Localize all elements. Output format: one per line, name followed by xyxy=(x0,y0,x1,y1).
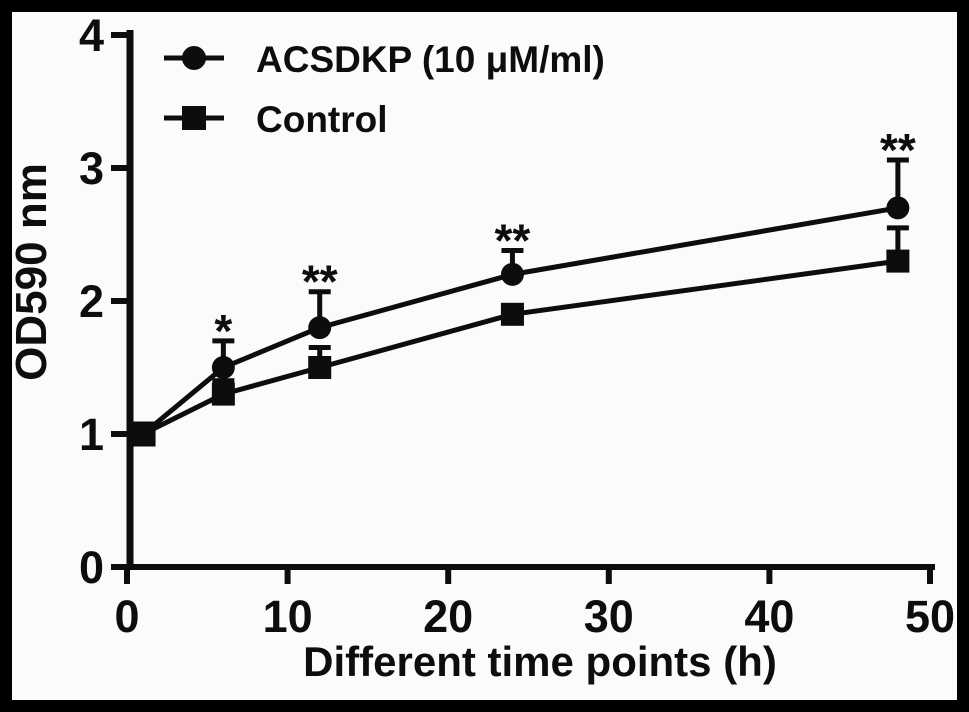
x-axis-title: Different time points (h) xyxy=(303,638,777,685)
y-axis-title: OD590 nm xyxy=(7,163,56,381)
legend-label-acsdkp: ACSDKP (10 μM/ml) xyxy=(256,39,605,80)
legend-label-control: Control xyxy=(256,99,388,140)
significance-marker: * xyxy=(214,305,232,357)
y-tick-label: 3 xyxy=(79,143,104,194)
legend: ACSDKP (10 μM/ml) Control xyxy=(164,39,605,140)
data-point-square xyxy=(500,302,524,326)
x-tick-label: 40 xyxy=(744,591,794,642)
x-tick-label: 10 xyxy=(263,591,313,642)
significance-marker: ** xyxy=(880,124,916,176)
y-tick-label: 4 xyxy=(79,10,104,61)
data-point-circle xyxy=(211,356,235,379)
significance-marker: ** xyxy=(302,256,338,308)
legend-item-control: Control xyxy=(164,99,388,140)
x-tick-label: 20 xyxy=(423,591,473,642)
significance-marker: ** xyxy=(495,214,531,266)
data-point-circle xyxy=(308,316,332,340)
data-point-circle xyxy=(886,196,910,220)
x-tick-label: 30 xyxy=(584,591,634,642)
x-tick-label: 50 xyxy=(905,591,955,642)
x-tick-label: 0 xyxy=(114,591,139,642)
legend-square-marker-icon xyxy=(182,106,206,130)
data-point-circle xyxy=(500,262,524,286)
data-point-square xyxy=(211,382,235,406)
y-tick-label: 2 xyxy=(79,276,104,327)
y-tick-label: 0 xyxy=(79,542,104,593)
plot-background xyxy=(12,12,957,700)
data-point-square xyxy=(130,421,156,447)
y-tick-label: 1 xyxy=(79,409,104,460)
legend-circle-marker-icon xyxy=(182,46,206,70)
data-point-square xyxy=(308,356,332,379)
data-point-square xyxy=(886,249,910,273)
legend-item-acsdkp: ACSDKP (10 μM/ml) xyxy=(164,39,605,80)
